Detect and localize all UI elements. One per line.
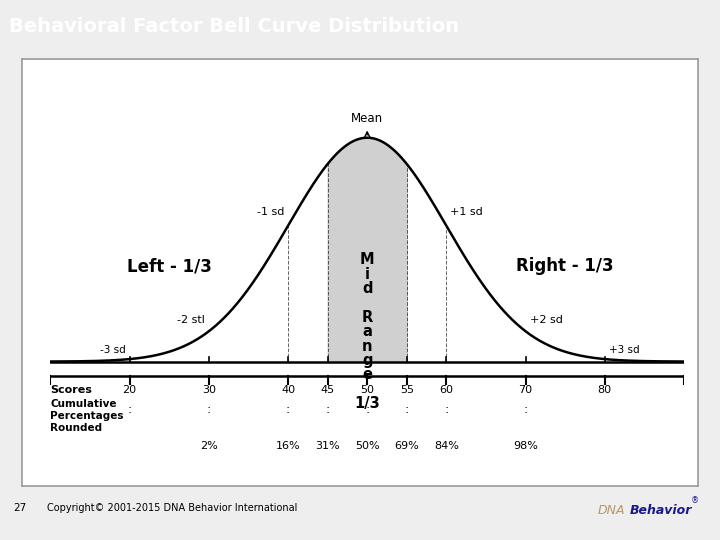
Text: :: : [405, 403, 409, 416]
Text: Mean: Mean [351, 112, 383, 125]
Text: :: : [325, 403, 330, 416]
Text: :: : [127, 403, 132, 416]
Text: 98%: 98% [513, 442, 538, 451]
Text: Left - 1/3: Left - 1/3 [127, 257, 212, 275]
Text: 2%: 2% [200, 442, 217, 451]
Text: 40: 40 [281, 386, 295, 395]
Text: -2 stl: -2 stl [177, 315, 205, 325]
Text: 27: 27 [13, 503, 26, 512]
Text: -1 sd: -1 sd [256, 207, 284, 218]
Text: 50%: 50% [355, 442, 379, 451]
Text: Behavioral Factor Bell Curve Distribution: Behavioral Factor Bell Curve Distributio… [9, 17, 459, 36]
Text: Cumulative
Percentages
Rounded: Cumulative Percentages Rounded [50, 399, 124, 433]
Text: 55: 55 [400, 386, 414, 395]
Text: :: : [444, 403, 449, 416]
Text: +3 sd: +3 sd [609, 345, 639, 355]
Text: 84%: 84% [434, 442, 459, 451]
Text: +2 sd: +2 sd [530, 315, 562, 325]
Text: 50: 50 [360, 386, 374, 395]
Text: Copyright© 2001-2015 DNA Behavior International: Copyright© 2001-2015 DNA Behavior Intern… [47, 503, 297, 512]
Text: 45: 45 [320, 386, 335, 395]
Text: M
i
d
 
R
a
n
g
e
 
1/3: M i d R a n g e 1/3 [354, 252, 380, 411]
Text: :: : [286, 403, 290, 416]
Text: -3 sd: -3 sd [100, 345, 126, 355]
Text: 60: 60 [439, 386, 454, 395]
Text: 70: 70 [518, 386, 533, 395]
Text: Scores: Scores [50, 386, 92, 395]
Text: ®: ® [691, 497, 699, 505]
Text: DNA: DNA [598, 504, 625, 517]
Text: +1 sd: +1 sd [451, 207, 483, 218]
Text: :: : [523, 403, 528, 416]
Text: 80: 80 [598, 386, 612, 395]
Text: 16%: 16% [276, 442, 300, 451]
Text: 30: 30 [202, 386, 216, 395]
Text: :: : [365, 403, 369, 416]
Text: 69%: 69% [395, 442, 419, 451]
Text: Behavior: Behavior [630, 504, 693, 517]
Text: Right - 1/3: Right - 1/3 [516, 257, 614, 275]
Text: :: : [207, 403, 211, 416]
Text: 20: 20 [122, 386, 137, 395]
Text: 31%: 31% [315, 442, 340, 451]
